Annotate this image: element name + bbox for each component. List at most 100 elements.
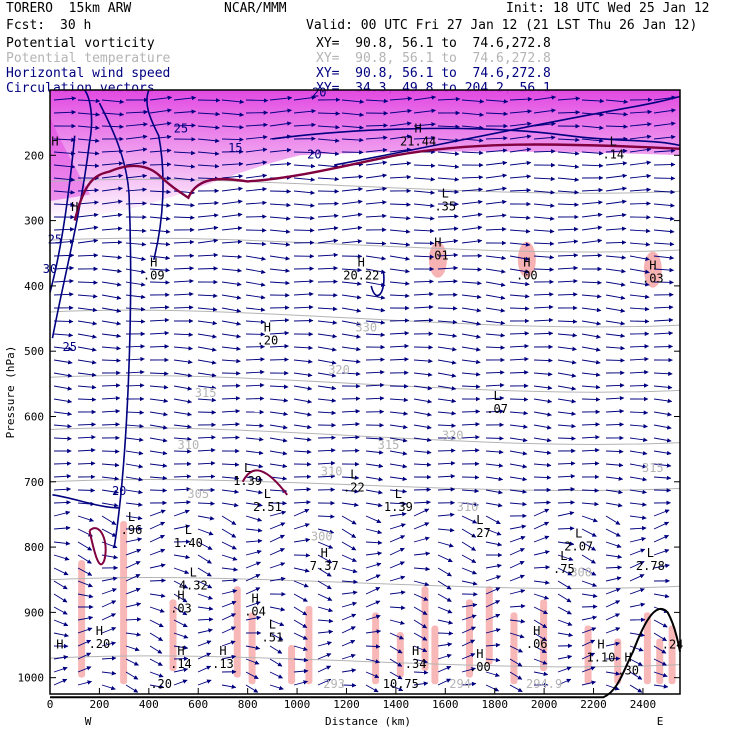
circulation-vector	[341, 186, 363, 192]
circulation-vector	[581, 200, 603, 205]
circulation-vector	[53, 678, 68, 686]
circulation-vector	[533, 658, 548, 665]
circulation-vector	[221, 684, 237, 689]
circulation-vector	[293, 228, 315, 233]
circulation-vector	[605, 449, 624, 454]
y-axis-label: Pressure (hPa)	[4, 346, 17, 439]
circulation-vector	[485, 449, 504, 455]
circulation-vector	[581, 320, 602, 326]
circulation-vector	[341, 626, 356, 634]
circulation-vector	[413, 566, 431, 572]
init-time: Init: 18 UTC Wed 25 Jan 12	[506, 1, 710, 16]
wind-speed-label: 25	[174, 121, 188, 135]
circulation-vector	[605, 99, 629, 104]
circulation-vector	[509, 632, 525, 639]
extremum-marker: L	[560, 549, 567, 563]
circulation-vector	[77, 615, 94, 621]
circulation-vector	[485, 281, 506, 287]
circulation-vector	[365, 658, 381, 664]
circulation-vector	[149, 521, 166, 530]
circulation-vector	[461, 614, 477, 621]
circulation-vector	[197, 606, 214, 611]
circulation-vector	[293, 632, 308, 640]
circulation-vector	[221, 294, 242, 300]
circulation-vector	[461, 528, 477, 538]
extremum-value: .03	[170, 601, 192, 615]
circulation-vector	[509, 109, 533, 114]
x-tick-label: 2000	[531, 698, 558, 711]
circulation-vector	[389, 281, 410, 286]
circulation-vector	[437, 306, 458, 311]
circulation-vector	[557, 346, 577, 352]
circulation-vector	[533, 267, 555, 272]
circulation-vector	[269, 645, 283, 654]
circulation-vector	[341, 613, 357, 621]
circulation-vector	[533, 593, 549, 600]
circulation-vector	[533, 292, 554, 297]
circulation-vector	[509, 229, 531, 234]
circulation-vector	[581, 187, 604, 193]
circulation-vector	[365, 294, 386, 300]
circulation-vector	[197, 307, 218, 312]
circulation-vector	[653, 509, 670, 517]
circulation-vector	[365, 241, 387, 246]
pv-high-band	[50, 90, 680, 221]
circulation-vector	[605, 268, 626, 274]
circulation-vector	[221, 307, 242, 313]
circulation-vector	[149, 475, 168, 481]
circulation-vector	[365, 186, 387, 192]
pv-strip	[169, 599, 177, 672]
extremum-value: .01	[427, 249, 449, 263]
x-tick-label: 2400	[630, 698, 657, 711]
circulation-vector	[605, 554, 623, 559]
circulation-vector	[245, 200, 267, 206]
extremum-marker: H	[251, 592, 258, 606]
circulation-vector	[245, 147, 268, 153]
circulation-vector	[389, 134, 412, 140]
wind-speed-label: 20	[312, 86, 326, 100]
circulation-vector	[341, 371, 361, 377]
extremum-marker: H	[415, 121, 422, 135]
circulation-vector	[77, 666, 92, 673]
circulation-vector	[77, 515, 94, 522]
circulation-vector	[389, 476, 408, 482]
circulation-vector	[389, 561, 405, 569]
circulation-vector	[557, 96, 581, 101]
circulation-vector	[581, 422, 600, 427]
circulation-vector	[605, 112, 629, 117]
circulation-vector	[125, 515, 143, 521]
circulation-vector	[269, 619, 285, 627]
circulation-vector	[173, 346, 193, 351]
circulation-vector	[365, 587, 381, 595]
circulation-vector	[317, 641, 332, 647]
circulation-vector	[485, 587, 501, 595]
circulation-vector	[125, 187, 148, 192]
theta-contours	[49, 178, 681, 668]
circulation-vector	[413, 398, 433, 404]
circulation-vector	[437, 398, 457, 404]
circulation-vector	[485, 600, 501, 608]
circulation-vector	[605, 173, 628, 179]
circulation-vector	[365, 320, 386, 325]
circulation-vector	[77, 333, 97, 339]
circulation-vector	[509, 294, 530, 299]
circulation-vector	[509, 535, 526, 543]
circulation-vector	[197, 554, 212, 564]
circulation-vector	[101, 281, 122, 287]
circulation-vector	[173, 580, 189, 589]
extremum-marker: H	[533, 624, 540, 638]
circulation-vector	[581, 567, 597, 576]
circulation-vector	[485, 333, 506, 338]
y-tick-label: 300	[24, 215, 44, 228]
circulation-vector	[293, 523, 310, 530]
circulation-vector	[653, 671, 668, 678]
circulation-vector	[245, 450, 264, 456]
circulation-vector	[533, 229, 555, 234]
extremum-value: 4.32	[179, 578, 208, 592]
circulation-vector	[605, 320, 626, 326]
circulation-vector	[605, 333, 626, 338]
circulation-vector	[509, 215, 531, 221]
circulation-vector	[533, 121, 556, 127]
circulation-vector	[557, 265, 579, 271]
